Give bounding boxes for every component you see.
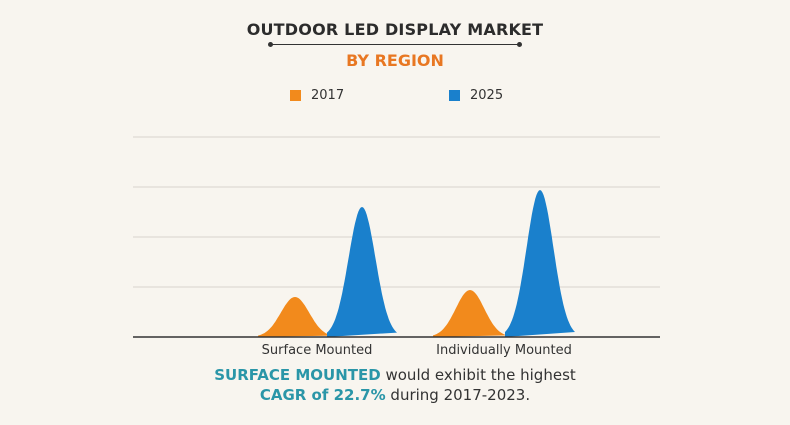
peak-2025-individually-mounted bbox=[505, 190, 575, 337]
footer-line-1: SURFACE MOUNTED would exhibit the highes… bbox=[0, 366, 790, 384]
legend-label-2025: 2025 bbox=[470, 88, 504, 103]
footer-text-2: during 2017-2023. bbox=[385, 386, 531, 404]
chart-subtitle: BY REGION bbox=[346, 51, 444, 70]
legend-item-2025: 2025 bbox=[449, 88, 503, 103]
footer-highlight-2: CAGR of 22.7% bbox=[259, 386, 386, 404]
legend-swatch-2025 bbox=[449, 90, 460, 101]
legend-swatch-2017 bbox=[290, 90, 301, 101]
chart-title: OUTDOOR LED DISPLAY MARKET bbox=[246, 20, 544, 39]
legend-label-2017: 2017 bbox=[311, 88, 345, 103]
legend-item-2017: 2017 bbox=[290, 88, 344, 103]
peak-2017-individually-mounted bbox=[433, 290, 507, 337]
peak-2025-surface-mounted bbox=[327, 207, 397, 337]
peak-2017-surface-mounted bbox=[258, 297, 332, 337]
category-label-surface-mounted: Surface Mounted bbox=[261, 343, 373, 358]
footer-line-2: CAGR of 22.7% during 2017-2023. bbox=[0, 386, 790, 404]
category-label-individually-mounted: Individually Mounted bbox=[436, 343, 572, 358]
title-divider bbox=[268, 42, 522, 47]
footer-highlight-1: SURFACE MOUNTED bbox=[214, 366, 381, 384]
footer-text-1: would exhibit the highest bbox=[380, 366, 576, 384]
